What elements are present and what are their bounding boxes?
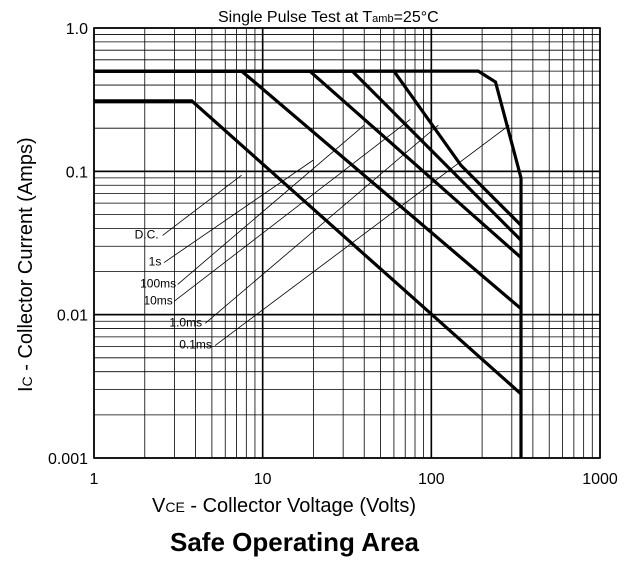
x-tick-label: 1000 [582, 471, 618, 488]
y-tick-label: 0.1 [66, 164, 88, 181]
series-line [94, 99, 523, 396]
annotation-label: 10ms [143, 293, 172, 307]
y-tick-label: 0.01 [57, 308, 88, 325]
y-axis-label-sub: C [19, 376, 35, 386]
annotation-label: 0.1ms [179, 338, 212, 352]
series-line [94, 69, 523, 242]
chart-title-sub: amb [372, 13, 393, 25]
plot-frame [93, 27, 601, 459]
series-line [94, 69, 523, 310]
annotation-labels: D.C. 1s 100ms 10ms 1.0ms 0.1ms [135, 227, 212, 351]
annotation-label: 100ms [140, 276, 176, 290]
annotation-label: 1.0ms [169, 315, 202, 329]
chart-title: Single Pulse Test at Tamb=25°C [218, 9, 439, 26]
y-tick-label: 0.001 [48, 451, 88, 468]
annotation-leader [162, 174, 242, 236]
annotation-label: D.C. [135, 227, 159, 241]
tick-labels: 1 10 100 1000 1.0 0.1 0.01 0.001 [48, 21, 618, 488]
annotation-leader [173, 119, 411, 302]
y-axis-label-symbol: I [15, 386, 37, 392]
y-axis-label-text: - Collector Current (Amps) [15, 137, 37, 376]
annotation-leader [163, 159, 314, 263]
annotation-leader [205, 124, 439, 324]
chart-title-main: Single Pulse Test at T [218, 9, 372, 26]
x-axis-label-sub: CE [165, 499, 184, 515]
x-tick-label: 100 [418, 471, 445, 488]
x-axis-label: VCE - Collector Voltage (Volts) [152, 495, 416, 517]
grid [93, 27, 601, 459]
y-tick-label: 1.0 [66, 21, 88, 38]
x-axis-label-text: - Collector Voltage (Volts) [185, 495, 416, 517]
x-axis-label-symbol: V [152, 495, 166, 517]
x-tick-label: 1 [90, 471, 99, 488]
chart-title-tail: =25°C [394, 9, 439, 26]
annotation-leader [177, 124, 365, 285]
annotation-label: 1s [149, 255, 162, 269]
series-lines [94, 69, 523, 458]
x-tick-label: 10 [254, 471, 272, 488]
y-axis-label: IC - Collector Current (Amps) [15, 137, 37, 392]
series-line [94, 69, 523, 458]
chart-caption: Safe Operating Area [170, 527, 420, 557]
